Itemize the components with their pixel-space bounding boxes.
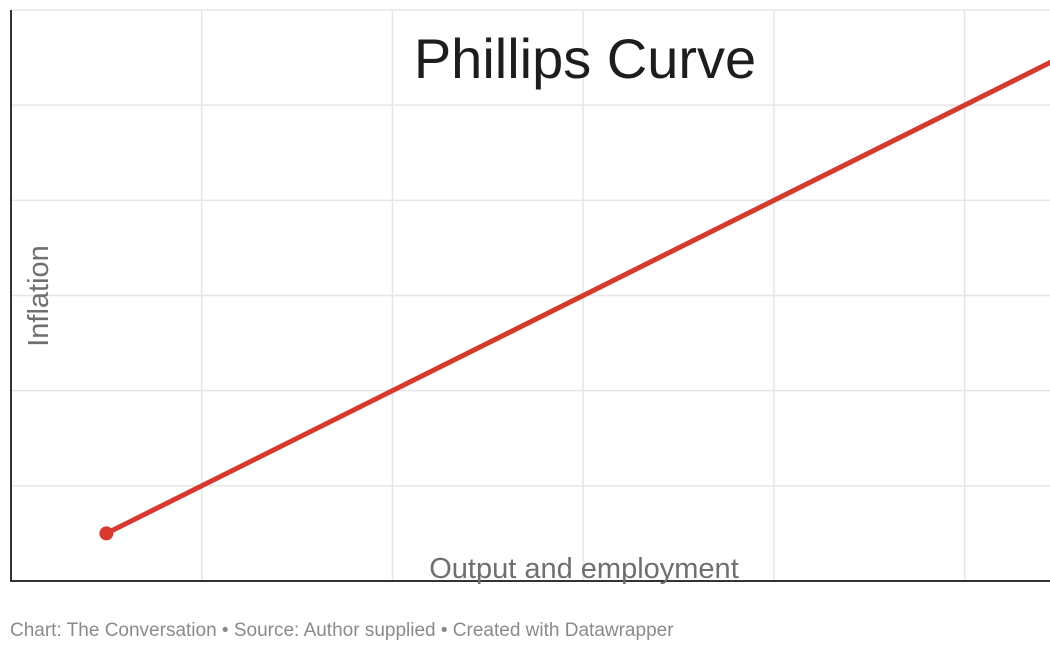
chart: Phillips Curve Inflation Output and empl… [10,9,1050,585]
series-line [103,59,1050,536]
y-axis-label: Inflation [23,245,55,347]
x-axis-label: Output and employment [429,553,739,585]
chart-footer: Chart: The Conversation • Source: Author… [10,620,674,641]
grid-lines [11,9,1050,581]
chart-title: Phillips Curve [414,27,756,90]
series-layer [99,59,1050,541]
series-start-point [99,526,114,541]
